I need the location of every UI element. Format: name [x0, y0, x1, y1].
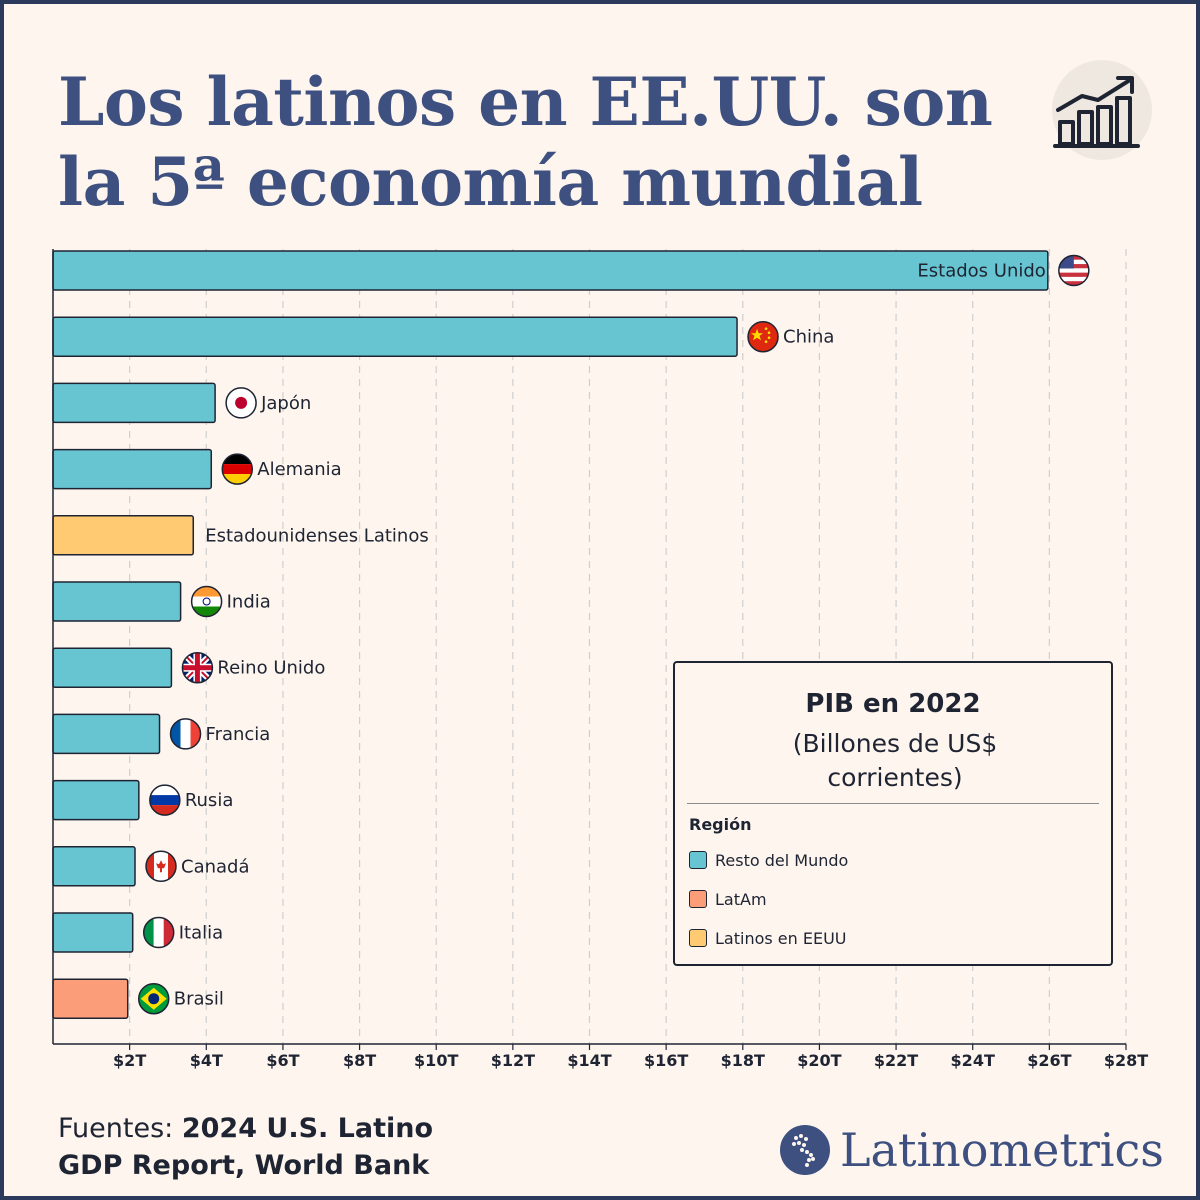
x-tick-label: $14T [567, 1051, 611, 1070]
x-tick-label: $8T [343, 1051, 376, 1070]
bar [52, 581, 182, 622]
legend-item-resto: Resto del Mundo [689, 849, 848, 871]
logo-text: Latinometrics [840, 1123, 1164, 1177]
legend-label: LatAm [715, 889, 767, 909]
usa-flag-icon [1058, 254, 1090, 287]
x-tick-label: $26T [1027, 1051, 1071, 1070]
x-tick-label: $16T [644, 1051, 688, 1070]
bar [52, 382, 216, 424]
x-tick-label: $2T [113, 1051, 146, 1070]
bar [52, 250, 1049, 291]
bar [52, 912, 134, 953]
legend-subtitle: (Billones de US$ corrientes) [792, 729, 998, 792]
china-flag-icon [747, 320, 779, 353]
sources-lead: Fuentes: [58, 1113, 182, 1144]
bar-label: Alemania [257, 459, 341, 480]
legend-label: Resto del Mundo [715, 850, 849, 870]
legend: PIB en 2022 (Billones de US$ corrientes)… [673, 661, 1113, 966]
canada-flag-icon [145, 850, 177, 883]
page-title: Los latinos en EE.UU. son la 5ª economía… [58, 63, 993, 221]
x-tick-label: $18T [721, 1051, 765, 1070]
bar-label: Reino Unido [217, 658, 325, 679]
x-tick-label: $22T [874, 1051, 918, 1070]
bar [52, 515, 195, 556]
grid-lines [129, 249, 1127, 1044]
brazil-flag-icon [137, 982, 170, 1015]
x-tick-label: $24T [951, 1051, 995, 1070]
x-tick-label: $12T [491, 1051, 535, 1070]
bar-chart-trend-icon [1052, 60, 1152, 160]
japan-flag-icon [225, 387, 257, 419]
legend-swatch-resto [689, 851, 707, 869]
russia-flag-icon [149, 784, 181, 816]
bar-label: Brasil [174, 989, 224, 1010]
sources-note: Fuentes: 2024 U.S. Latino GDP Report, Wo… [58, 1110, 478, 1184]
x-tick-label: $4T [190, 1051, 223, 1070]
legend-label: Latinos en EEUU [715, 928, 847, 948]
bar [52, 713, 161, 755]
x-tick-label: $6T [266, 1051, 299, 1070]
bar-label: Estados Unido [917, 261, 1045, 282]
x-tick-label: $10T [414, 1051, 458, 1070]
legend-title: PIB en 2022 [805, 689, 981, 719]
bar-label: China [783, 327, 834, 348]
germany-flag-icon [221, 453, 254, 485]
bar-label: Francia [206, 724, 271, 745]
legend-divider [687, 803, 1099, 804]
bar-label: Canadá [181, 856, 250, 877]
bars: Estados Unido China Japón Alemania Estadouni… [52, 250, 1090, 1019]
legend-swatch-latam [689, 890, 707, 908]
bar-label: Rusia [185, 790, 234, 811]
bar [52, 779, 140, 821]
legend-swatch-latinos [689, 929, 707, 947]
bar-label: India [227, 592, 271, 613]
bar-label: Estadounidenses Latinos [205, 525, 428, 546]
legend-item-latam: LatAm [689, 888, 767, 910]
bar [52, 846, 136, 887]
bar [52, 978, 129, 1019]
x-tick-label: $28T [1104, 1051, 1148, 1070]
legend-heading: Región [689, 815, 752, 834]
americas-map-icon [780, 1125, 830, 1175]
brand-logo: Latinometrics [780, 1118, 1164, 1182]
x-tick-label: $20T [797, 1051, 841, 1070]
bar-label: Italia [179, 923, 223, 944]
italy-flag-icon [142, 916, 175, 949]
france-flag-icon [169, 718, 202, 750]
x-axis-ticks: $2T $4T $6T $8T $10T $12T $14T $16T $18T $20T $22T… [113, 1044, 1148, 1070]
legend-item-latinos: Latinos en EEUU [689, 927, 847, 949]
sources-text: 2024 U.S. Latino GDP Report, World Bank [58, 1113, 434, 1181]
bar [52, 647, 173, 688]
india-flag-icon [190, 585, 223, 618]
bar [52, 448, 213, 490]
bar-label: Japón [260, 393, 311, 414]
uk-flag-icon [181, 651, 214, 684]
bar [52, 316, 738, 357]
